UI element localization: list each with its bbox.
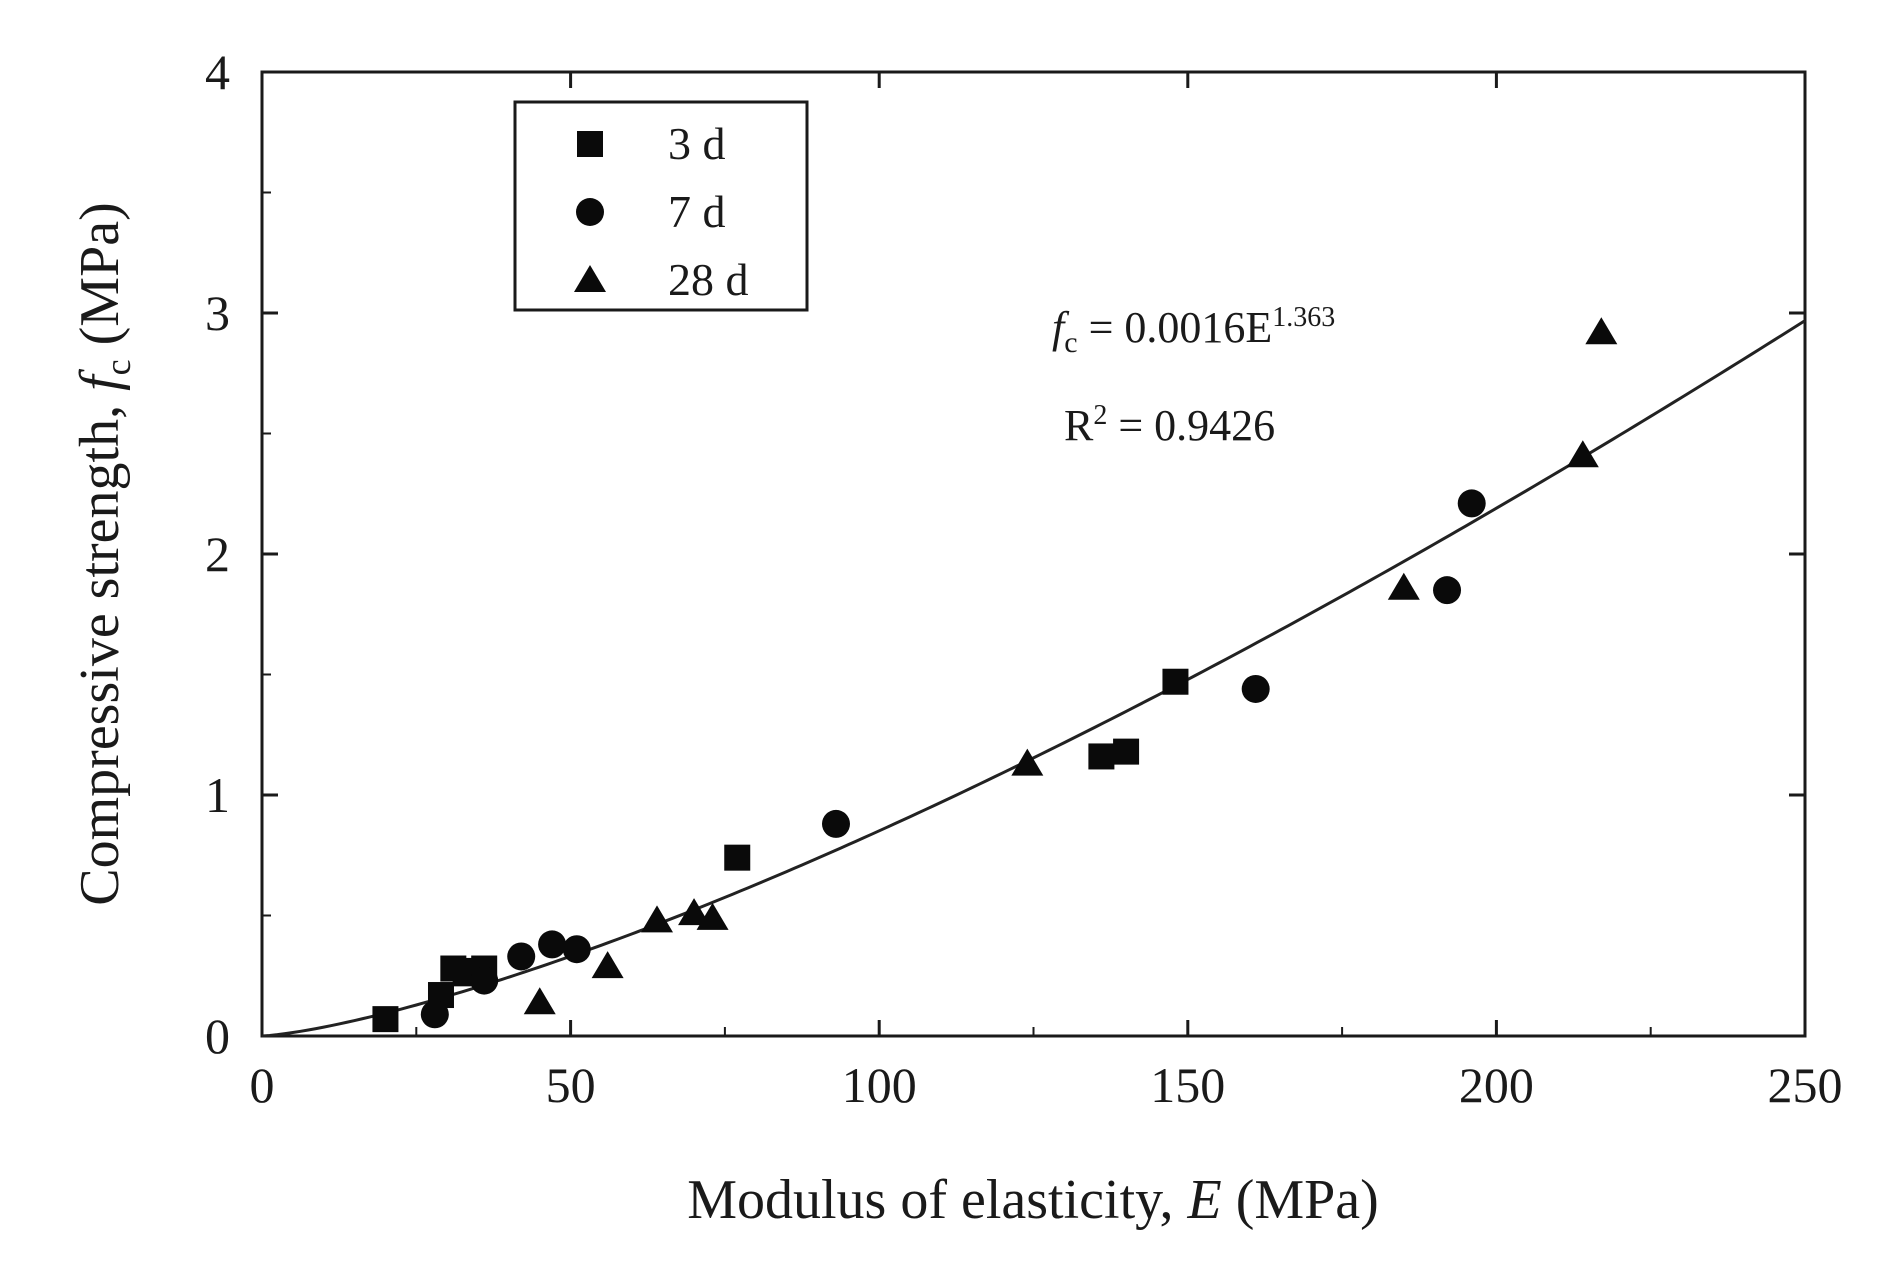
y-tick-label: 3 — [205, 285, 230, 341]
legend-square-marker — [577, 131, 603, 157]
square-marker — [372, 1006, 399, 1033]
square-marker — [1088, 743, 1115, 770]
circle-marker — [1241, 674, 1270, 703]
fit-equation: fc = 0.0016E1.363 — [1052, 302, 1335, 359]
legend: 3 d 7 d 28 d — [513, 100, 809, 312]
data-markers — [372, 317, 1618, 1033]
y-tick-label: 4 — [205, 44, 230, 100]
legend-box — [513, 100, 809, 312]
triangle-marker — [1011, 748, 1044, 776]
circle-marker — [1457, 489, 1486, 518]
x-tick-label: 250 — [1768, 1057, 1843, 1113]
triangle-marker — [591, 951, 624, 979]
circle-marker — [507, 942, 536, 971]
circle-marker — [1433, 576, 1462, 605]
triangle-marker — [641, 905, 674, 933]
square-marker — [1162, 668, 1189, 695]
y-tick-label: 0 — [205, 1008, 230, 1064]
legend-label-3d: 3 d — [668, 118, 726, 169]
circle-marker — [470, 966, 499, 995]
r-squared: R2 = 0.9426 — [1064, 400, 1275, 450]
circle-marker — [420, 1000, 449, 1029]
triangle-marker — [523, 987, 556, 1015]
legend-triangle-marker — [574, 265, 606, 292]
power-fit-curve — [261, 319, 1806, 1038]
plot-area-frame — [260, 70, 1807, 1038]
x-tick-label: 50 — [546, 1057, 596, 1113]
x-tick-label: 200 — [1459, 1057, 1534, 1113]
x-tick-label: 0 — [250, 1057, 275, 1113]
circle-marker — [562, 935, 591, 964]
circle-marker — [821, 809, 850, 838]
x-tick-label: 100 — [842, 1057, 917, 1113]
square-marker — [1113, 738, 1140, 765]
y-tick-label: 2 — [205, 526, 230, 582]
triangle-marker — [1566, 440, 1599, 468]
x-axis-title: Modulus of elasticity, E (MPa) — [687, 1169, 1379, 1231]
legend-circle-marker — [576, 198, 604, 226]
y-axis-ticks: 0 1 2 3 4 — [205, 44, 1805, 1064]
x-axis-ticks: 0 50 100 150 200 250 — [250, 72, 1843, 1113]
circle-marker — [538, 930, 567, 959]
square-marker — [724, 844, 751, 871]
legend-label-7d: 7 d — [668, 186, 726, 237]
x-tick-label: 150 — [1150, 1057, 1225, 1113]
triangle-marker — [696, 902, 729, 930]
triangle-marker — [678, 898, 711, 926]
legend-markers — [574, 131, 606, 292]
y-tick-label: 1 — [205, 767, 230, 823]
legend-label-28d: 28 d — [668, 254, 749, 305]
triangle-marker — [1585, 317, 1618, 345]
triangle-marker — [1387, 572, 1420, 600]
y-axis-title: Compressive strength, fc (MPa) — [69, 202, 138, 905]
